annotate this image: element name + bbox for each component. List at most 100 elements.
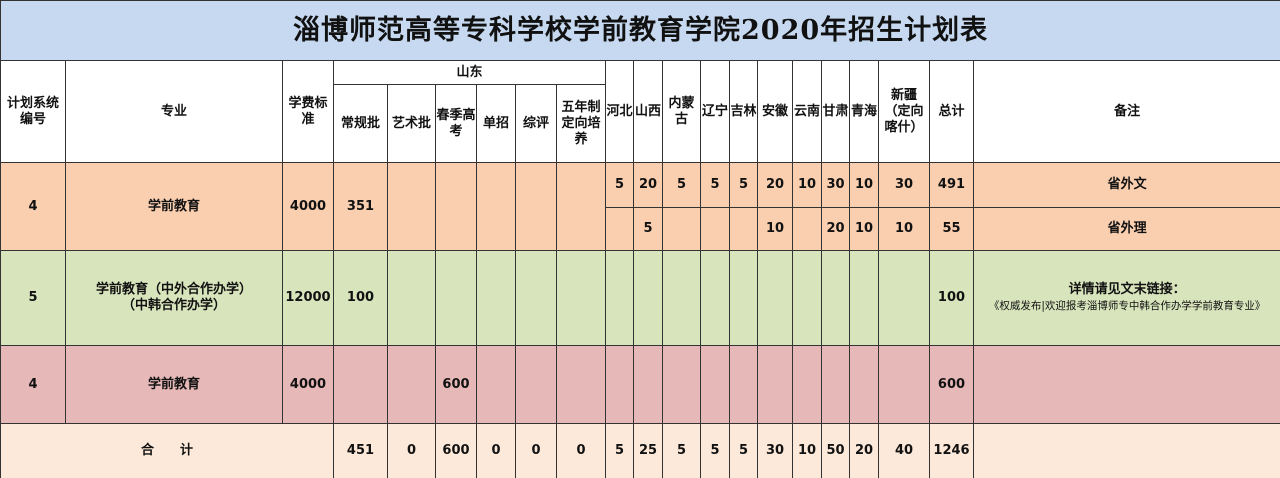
province-value	[849, 250, 879, 346]
province-value: 20	[821, 207, 850, 251]
province-value: 20	[633, 162, 663, 208]
province-value	[700, 250, 730, 346]
province-value	[757, 250, 793, 346]
header-cell: 五年制定向培养	[556, 84, 606, 163]
plan-code: 5	[0, 250, 66, 346]
province-value	[605, 345, 634, 424]
cell-line: 省外文	[1107, 177, 1147, 192]
province-value	[849, 345, 879, 424]
plan-code: 4	[0, 345, 66, 424]
sum-shandong: 0	[387, 423, 436, 478]
header-cell: 计划系统编号	[0, 60, 66, 163]
shandong-value	[476, 345, 516, 424]
header-cell: 备注	[972, 60, 1280, 163]
province-value: 10	[757, 207, 793, 251]
sum-province: 5	[605, 423, 634, 478]
total-value: 491	[929, 162, 974, 208]
header-cell: 春季高考	[435, 84, 477, 163]
header-cell: 云南	[792, 60, 822, 163]
province-value	[729, 207, 758, 251]
table-title: 淄博师范高等专科学校学前教育学院2020年招生计划表	[0, 0, 1280, 61]
header-cell: 新疆（定向喀什）	[878, 60, 930, 163]
sum-shandong: 600	[435, 423, 477, 478]
table-row: 淄博师范高等专科学校学前教育学院2020年招生计划表	[0, 0, 1280, 61]
shandong-value	[556, 345, 606, 424]
header-cell: 艺术批	[387, 84, 436, 163]
province-value	[821, 345, 850, 424]
province-value	[757, 345, 793, 424]
major: 学前教育	[65, 162, 283, 251]
note	[972, 423, 1280, 478]
sum-province: 40	[878, 423, 930, 478]
total-value: 100	[929, 250, 974, 346]
shandong-value	[556, 162, 606, 251]
sum-shandong: 0	[556, 423, 606, 478]
cell-lines: 学前教育	[67, 198, 282, 215]
shandong-value	[435, 250, 477, 346]
province-value: 5	[700, 162, 730, 208]
cell-line: 学前教育	[147, 198, 200, 214]
sum-province: 5	[700, 423, 730, 478]
province-value: 5	[729, 162, 758, 208]
header-cell: 内蒙古	[662, 60, 701, 163]
sum-shandong: 0	[515, 423, 557, 478]
note: 省外文	[972, 162, 1280, 208]
province-value	[878, 345, 930, 424]
shandong-value	[387, 345, 436, 424]
province-value	[729, 250, 758, 346]
cell-lines: 学前教育（中外合作办学） （中韩合作办学）	[67, 282, 282, 314]
header-cell: 综评	[515, 84, 557, 163]
province-value	[729, 345, 758, 424]
table-row: 合 计 451 0 600 0 0 0 5 25 5 5 5 30 10 50 20 40 1246	[0, 423, 1280, 478]
header-cell: 辽宁	[700, 60, 730, 163]
sum-province: 5	[662, 423, 701, 478]
cell-line: 学前教育	[147, 376, 200, 392]
cell-lines: 省外文	[975, 177, 1280, 193]
table-row: 5 学前教育（中外合作办学） （中韩合作办学） 12000 100 100 详情请见文末链接…	[0, 250, 1280, 346]
table-row: 常规批 艺术批 春季高考 单招 综评 五年制定向培养	[1, 84, 1280, 163]
province-value	[633, 345, 663, 424]
plan-code: 4	[0, 162, 66, 251]
header-cell: 河北	[605, 60, 634, 163]
note: 省外理	[972, 207, 1280, 251]
province-value: 10	[792, 162, 822, 208]
shandong-value	[515, 250, 557, 346]
table-row: 4 学前教育 4000 600 600	[0, 345, 1280, 424]
cell-lines: 学前教育	[67, 376, 282, 393]
province-value	[792, 250, 822, 346]
province-value	[605, 207, 634, 251]
cell-line: 学前教育（中外合作办学）	[95, 282, 252, 297]
cell-line: 省外理	[1107, 221, 1147, 236]
fee: 4000	[282, 162, 334, 251]
province-value: 30	[821, 162, 850, 208]
sum-province: 50	[821, 423, 850, 478]
shandong-value	[476, 250, 516, 346]
sum-province: 25	[633, 423, 663, 478]
total-value: 55	[929, 207, 974, 251]
shandong-value: 100	[333, 250, 388, 346]
header-cell: 甘肃	[821, 60, 850, 163]
cell-lines: 省外理	[975, 221, 1280, 237]
fee: 12000	[282, 250, 334, 346]
note	[972, 345, 1280, 424]
province-value: 30	[878, 162, 930, 208]
province-value	[821, 250, 850, 346]
total-value: 600	[929, 345, 974, 424]
header-cell: 常规批	[333, 84, 388, 163]
sum-label: 合 计	[0, 423, 334, 478]
note: 详情请见文末链接： 《权威发布|欢迎报考淄博师专中韩合作办学学前教育专业》	[972, 250, 1280, 346]
shandong-value	[387, 162, 436, 251]
shandong-value	[476, 162, 516, 251]
header-cell: 青海	[849, 60, 879, 163]
table-row: 4 学前教育 4000 351 5 20 5 5 5 20 10 30 10 30 491 省外文	[0, 162, 1280, 251]
province-value: 20	[757, 162, 793, 208]
shandong-value	[435, 162, 477, 251]
province-value	[792, 207, 822, 251]
sum-shandong: 0	[476, 423, 516, 478]
sum-shandong: 451	[333, 423, 388, 478]
province-value	[792, 345, 822, 424]
header-cell: 总计	[929, 60, 974, 163]
province-value	[878, 250, 930, 346]
